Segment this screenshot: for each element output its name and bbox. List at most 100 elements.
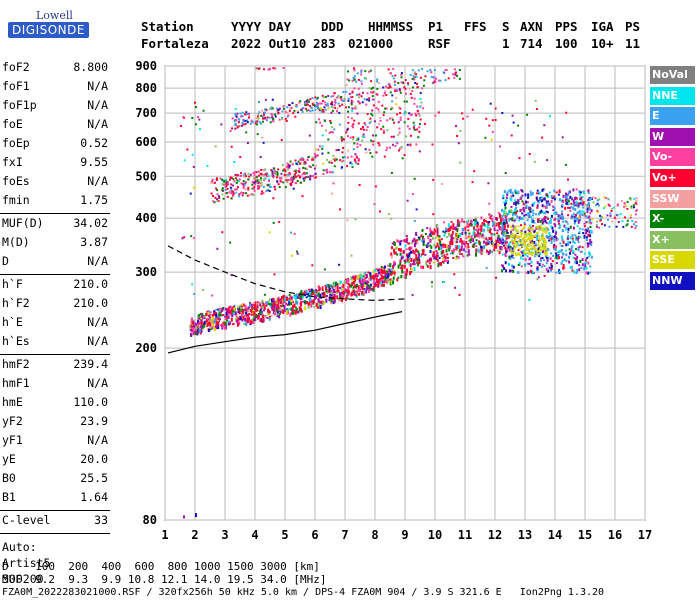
echo-point	[422, 235, 424, 240]
legend-item-nnw: NNW	[650, 272, 695, 290]
echo-point	[190, 317, 193, 322]
echo-point	[268, 303, 271, 306]
echo-point	[559, 224, 562, 227]
y-tick-label: 80	[143, 513, 157, 527]
echo-point	[558, 250, 561, 254]
echo-point	[460, 246, 463, 251]
echo-point	[385, 270, 388, 273]
echo-point	[528, 153, 531, 155]
echo-point	[577, 205, 580, 208]
echo-point	[532, 209, 535, 212]
echo-point	[510, 195, 513, 198]
echo-point	[535, 232, 538, 235]
echo-point	[531, 203, 534, 207]
echo-point	[416, 86, 419, 88]
echo-point	[434, 80, 437, 83]
echo-point	[565, 228, 568, 231]
echo-point	[546, 159, 549, 162]
echo-point	[582, 201, 585, 204]
echo-point	[253, 304, 255, 306]
echo-point	[482, 229, 485, 233]
echo-point	[225, 184, 228, 187]
echo-point	[479, 232, 482, 237]
echo-point	[604, 205, 607, 208]
echo-point	[530, 233, 533, 236]
echo-point	[410, 242, 413, 245]
echo-point	[397, 106, 400, 109]
echo-point	[301, 157, 304, 160]
echo-point	[373, 203, 376, 206]
echo-point	[316, 103, 319, 106]
echo-point	[588, 242, 591, 245]
echo-point	[255, 313, 258, 318]
echo-point	[255, 306, 258, 309]
echo-point	[292, 304, 294, 309]
echo-point	[221, 189, 224, 192]
echo-point	[430, 257, 433, 262]
echo-point	[536, 238, 539, 241]
echo-point	[488, 202, 491, 205]
echo-point	[195, 513, 197, 518]
echo-point	[195, 331, 198, 335]
echo-point	[570, 265, 573, 269]
echo-point	[334, 101, 337, 103]
echo-point	[518, 216, 521, 220]
echo-point	[578, 268, 581, 272]
echo-point	[546, 235, 549, 239]
echo-point	[543, 242, 545, 245]
echo-point	[350, 155, 353, 158]
echo-point	[390, 217, 393, 220]
echo-point	[276, 303, 279, 306]
echo-point	[273, 302, 276, 304]
echo-point	[491, 244, 494, 247]
echo-point	[265, 173, 268, 176]
echo-point	[305, 289, 308, 294]
echo-point	[533, 230, 536, 233]
echo-point	[541, 257, 544, 259]
echo-point	[195, 330, 198, 333]
header-label: YYYY DAY	[231, 19, 292, 34]
echo-point	[577, 220, 580, 224]
echo-point	[436, 252, 439, 255]
echo-point	[285, 174, 288, 177]
echo-point	[588, 215, 591, 218]
echo-point	[513, 208, 516, 212]
echo-point	[315, 121, 318, 124]
echo-point	[273, 185, 276, 188]
echo-point	[382, 270, 385, 275]
echo-point	[246, 112, 249, 115]
echo-point	[580, 200, 583, 203]
echo-point	[260, 177, 262, 180]
echo-point	[321, 292, 324, 295]
echo-point	[355, 162, 358, 165]
echo-point	[256, 115, 259, 118]
echo-point	[288, 299, 290, 303]
echo-point	[226, 191, 229, 194]
param-value: 23.9	[80, 414, 108, 428]
echo-point	[515, 242, 518, 244]
echo-point	[563, 258, 566, 262]
echo-point	[607, 218, 609, 221]
echo-point	[221, 178, 224, 181]
echo-point	[205, 313, 208, 317]
echo-point	[193, 293, 196, 295]
echo-point	[264, 117, 267, 120]
echo-point	[265, 109, 268, 112]
echo-point	[264, 315, 267, 319]
echo-point	[305, 293, 308, 295]
echo-point	[523, 225, 526, 228]
echo-point	[317, 292, 320, 297]
echo-point	[527, 245, 530, 248]
echo-point	[565, 111, 568, 114]
echo-point	[495, 217, 498, 220]
echo-point	[272, 299, 275, 304]
echo-point	[377, 269, 380, 272]
echo-point	[275, 302, 277, 305]
echo-point	[282, 107, 285, 110]
echo-point	[467, 246, 470, 249]
param-name: hmF2	[2, 357, 30, 371]
echo-point	[316, 98, 319, 100]
echo-point	[377, 278, 380, 282]
echo-point	[315, 292, 317, 296]
echo-point	[436, 258, 439, 262]
